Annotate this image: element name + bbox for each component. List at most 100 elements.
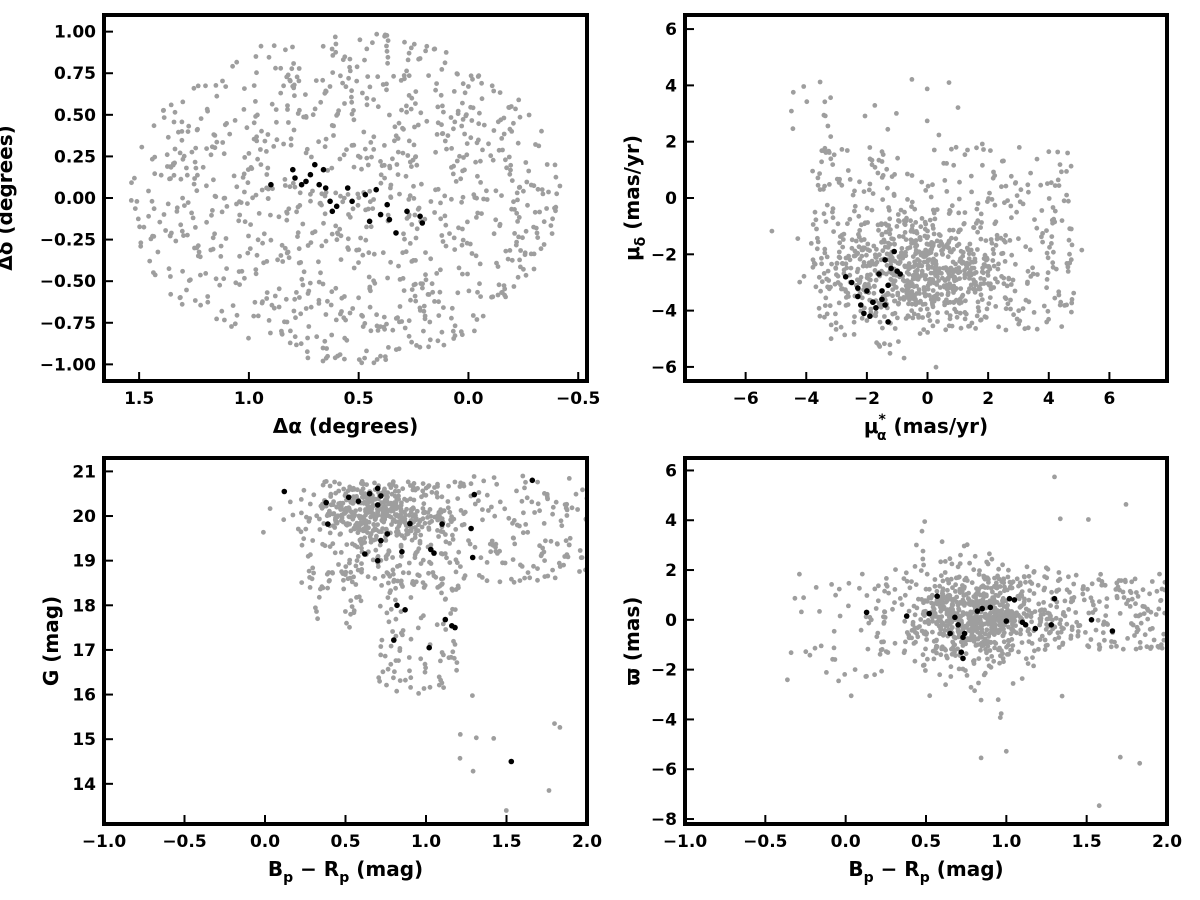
field-star-point — [329, 231, 335, 237]
field-star-point — [253, 114, 258, 119]
field-star-point — [367, 304, 373, 310]
field-star-point — [947, 619, 953, 624]
field-star-point — [449, 196, 454, 202]
field-star-point — [867, 145, 873, 150]
field-star-point — [388, 643, 394, 649]
field-star-point — [831, 229, 836, 235]
field-star-point — [941, 160, 947, 166]
field-star-point — [432, 485, 437, 490]
field-star-point — [377, 603, 383, 609]
field-star-point — [801, 84, 807, 89]
field-star-point — [369, 154, 374, 160]
field-star-point — [831, 152, 837, 158]
field-star-point — [526, 112, 532, 118]
field-star-point — [900, 234, 906, 240]
field-star-point — [991, 616, 997, 621]
field-star-point — [903, 237, 909, 243]
field-star-point — [901, 218, 907, 224]
field-star-point — [930, 243, 936, 249]
field-star-point — [299, 276, 305, 282]
field-star-point — [847, 177, 853, 182]
field-star-point — [494, 260, 499, 266]
field-star-point — [541, 549, 547, 555]
field-star-point — [541, 521, 547, 526]
field-star-point — [910, 273, 916, 279]
field-star-point — [497, 90, 503, 95]
field-star-point — [519, 564, 525, 569]
field-star-point — [946, 211, 952, 217]
field-star-point — [518, 248, 523, 253]
x-tick-label: −0.5 — [162, 832, 206, 852]
field-star-point — [264, 259, 270, 264]
field-star-point — [504, 165, 509, 171]
field-star-point — [523, 522, 529, 527]
field-star-point — [996, 261, 1001, 267]
field-star-point — [918, 224, 924, 230]
field-star-point — [913, 302, 919, 307]
field-star-point — [836, 254, 842, 260]
field-star-point — [407, 668, 412, 674]
field-star-point — [864, 252, 869, 258]
field-star-point — [286, 255, 292, 261]
field-star-point — [1064, 169, 1069, 174]
field-star-point — [1011, 312, 1016, 318]
field-star-point — [906, 632, 912, 638]
field-star-point — [260, 299, 265, 305]
field-star-point — [1051, 216, 1057, 222]
field-star-point — [526, 168, 532, 174]
field-star-point — [1133, 601, 1138, 607]
field-star-point — [891, 236, 896, 242]
field-star-point — [993, 641, 999, 646]
field-star-point — [947, 282, 952, 288]
field-star-point — [883, 221, 888, 227]
field-star-point — [386, 345, 391, 350]
field-star-point — [910, 315, 916, 321]
field-star-point — [962, 210, 968, 216]
field-star-point — [981, 573, 987, 579]
field-star-point — [1086, 610, 1092, 616]
member-star-point — [979, 605, 985, 612]
x-tick-label: −0.5 — [743, 832, 787, 852]
field-star-point — [1097, 644, 1103, 650]
field-star-point — [945, 254, 951, 260]
field-star-point — [451, 89, 457, 94]
field-star-point — [323, 190, 329, 195]
field-star-point — [338, 311, 343, 317]
field-star-point — [897, 254, 903, 260]
field-star-point — [819, 148, 825, 154]
field-star-point — [434, 622, 440, 628]
field-star-point — [905, 171, 910, 177]
field-star-point — [520, 235, 525, 241]
field-star-point — [895, 315, 900, 321]
field-star-point — [223, 84, 229, 89]
field-star-point — [852, 667, 858, 672]
field-star-point — [924, 598, 930, 604]
plx-x-label-main: B — [848, 857, 863, 881]
y-tick-label: 14 — [72, 775, 96, 795]
field-star-point — [500, 560, 505, 566]
field-star-point — [987, 551, 992, 557]
field-star-point — [835, 273, 841, 279]
field-star-point — [1161, 631, 1167, 637]
field-star-point — [396, 120, 402, 126]
field-star-point — [1121, 595, 1127, 600]
field-star-point — [470, 105, 476, 111]
field-star-point — [1003, 233, 1008, 238]
field-star-point — [1124, 601, 1129, 607]
field-star-point — [371, 522, 377, 527]
field-star-point — [316, 594, 322, 600]
field-star-point — [1064, 261, 1070, 266]
field-star-point — [842, 672, 848, 677]
field-star-point — [838, 282, 843, 288]
field-star-point — [254, 134, 259, 140]
field-star-point — [365, 206, 371, 212]
field-star-point — [897, 596, 903, 601]
field-star-point — [899, 602, 905, 607]
field-star-point — [374, 323, 380, 329]
field-star-point — [1068, 636, 1074, 641]
field-star-point — [385, 54, 391, 60]
field-star-point — [378, 172, 384, 178]
field-star-point — [1002, 259, 1008, 264]
field-star-point — [543, 538, 548, 544]
field-star-point — [346, 75, 351, 81]
